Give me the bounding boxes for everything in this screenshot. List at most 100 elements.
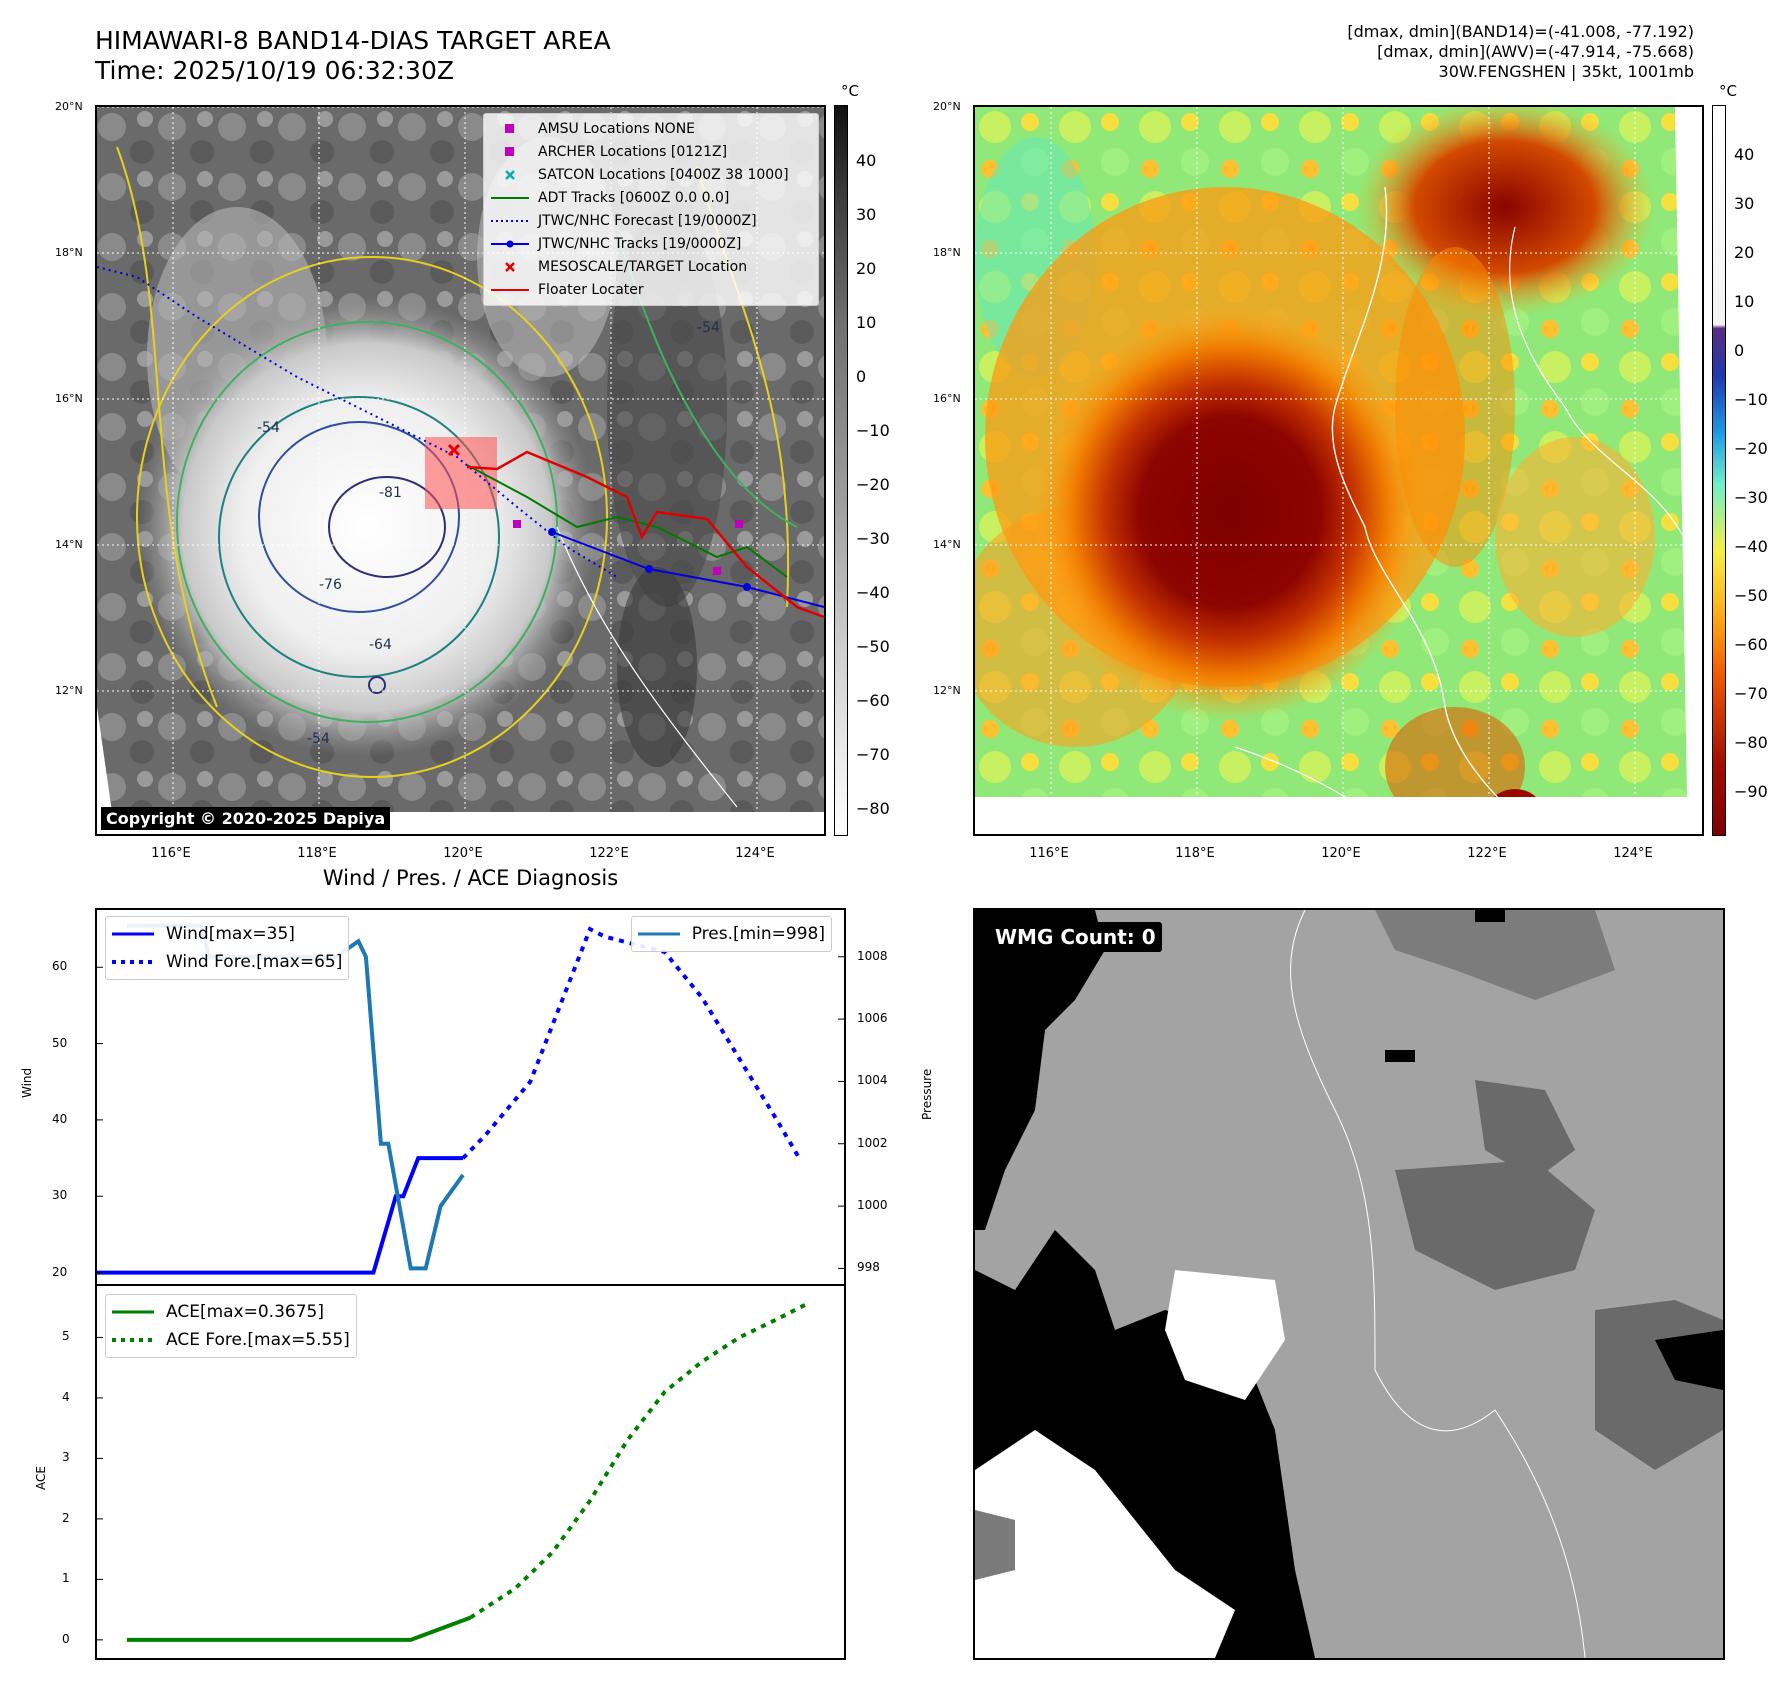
colorbar-tick: 40 (1734, 145, 1755, 164)
contour-label-64: -64 (369, 637, 392, 653)
legend-satcon: SATCON Locations [0400Z 38 1000] (490, 164, 812, 187)
solid-line-icon (637, 932, 680, 936)
legend-wind-forecast: Wind Fore.[max=65] (112, 948, 342, 976)
pressure-tick: 1006 (857, 1011, 888, 1026)
info-line-1: [dmax, dmin](BAND14)=(-41.008, -77.192) (1347, 22, 1694, 41)
ace-tick: 5 (62, 1329, 70, 1344)
colorbar-tick: −90 (1734, 782, 1768, 801)
colorbar-tick: −10 (1734, 390, 1768, 409)
lon-label: 116°E (151, 846, 191, 861)
track-legend: AMSU Locations NONE ARCHER Locations [01… (483, 113, 819, 307)
wmg-map-image (975, 910, 1723, 1658)
lat-label: 16°N (933, 392, 961, 405)
colorbar-tick: −50 (856, 637, 890, 656)
ir-satellite-map: -81 -76 -64 -54 -54 -54 AMSU Locations N… (95, 105, 826, 836)
legend-floater: Floater Locater (490, 278, 812, 301)
ace-tick: 0 (62, 1631, 70, 1646)
legend-jtwc-tracks: JTWC/NHC Tracks [19/0000Z] (490, 232, 812, 255)
solid-line-icon (112, 1310, 154, 1314)
legend-wind: Wind[max=35] (112, 920, 342, 948)
legend-jtwc-forecast: JTWC/NHC Forecast [19/0000Z] (490, 210, 812, 233)
legend-pressure: Pres.[min=998] (637, 920, 825, 948)
lon-label: 122°E (1467, 846, 1507, 861)
lat-label: 18°N (55, 246, 83, 259)
pressure-tick: 1004 (857, 1073, 888, 1088)
colorbar-tick: −20 (1734, 439, 1768, 458)
lat-label: 20°N (933, 100, 961, 113)
ace-tick: 2 (62, 1510, 70, 1525)
series-line-1 (469, 1302, 808, 1620)
dotted-line-icon (112, 960, 154, 964)
lon-label: 122°E (589, 846, 629, 861)
ace-chart: ACE[max=0.3675] ACE Fore.[max=5.55] (95, 1284, 846, 1660)
wind-tick: 60 (52, 959, 68, 974)
lat-label: 12°N (933, 684, 961, 697)
pressure-tick: 1002 (857, 1135, 888, 1150)
wind-tick: 30 (52, 1188, 68, 1203)
wmg-count-badge: WMG Count: 0 (989, 922, 1162, 952)
colorbar-tick: −70 (856, 745, 890, 764)
colorbar-tick: −60 (1734, 635, 1768, 654)
dotted-line-icon (490, 218, 530, 224)
info-line-2: [dmax, dmin](AWV)=(-47.914, -75.668) (1377, 42, 1694, 61)
lat-label: 16°N (55, 392, 83, 405)
series-line-0 (126, 1615, 472, 1642)
intensity-info: [dmax, dmin](BAND14)=(-41.008, -77.192) … (1347, 22, 1694, 82)
x-marker-icon (490, 261, 530, 273)
title-line-2: Time: 2025/10/19 06:32:30Z (95, 56, 454, 85)
colorbar-tick: −30 (856, 529, 890, 548)
colorbar-tick: 10 (856, 313, 877, 332)
colorbar-tick: −10 (856, 421, 890, 440)
wmg-panel: WMG Count: 0 (973, 908, 1725, 1660)
pressure-tick: 1000 (857, 1198, 888, 1213)
ace-plot (97, 1302, 808, 1642)
colorbar1-unit: °C (841, 82, 859, 100)
colorbar-tick: 20 (856, 259, 877, 278)
colorbar-tick: 20 (1734, 243, 1755, 262)
lon-label: 118°E (297, 846, 337, 861)
colorbar-tick: 0 (856, 367, 867, 386)
wind-pressure-chart: Wind[max=35] Wind Fore.[max=65] Pres.[mi… (95, 908, 846, 1286)
contour-label-54a: -54 (257, 420, 280, 436)
title-line-1: HIMAWARI-8 BAND14-DIAS TARGET AREA (95, 26, 611, 55)
contour-label-81: -81 (379, 485, 402, 501)
colorbar-awv (1712, 105, 1726, 836)
wind-tick: 40 (52, 1111, 68, 1126)
colorbar-tick: 40 (856, 151, 877, 170)
lon-label: 120°E (443, 846, 483, 861)
legend-mesoscale: MESOSCALE/TARGET Location (490, 255, 812, 278)
legend-adt: ADT Tracks [0600Z 0.0 0.0] (490, 187, 812, 210)
pressure-tick: 1008 (857, 948, 888, 963)
colorbar-tick: −70 (1734, 684, 1768, 703)
legend-ace: ACE[max=0.3675] (112, 1298, 350, 1326)
solid-line-icon (490, 195, 530, 201)
info-line-3: 30W.FENGSHEN | 35kt, 1001mb (1438, 62, 1694, 81)
copyright-label: Copyright © 2020-2025 Dapiya (101, 807, 391, 830)
colorbar-tick: 30 (1734, 194, 1755, 213)
lat-label: 18°N (933, 246, 961, 259)
contour-label-54b: -54 (307, 731, 330, 747)
square-marker-icon (490, 147, 530, 157)
lon-label: 118°E (1175, 846, 1215, 861)
figure-title: HIMAWARI-8 BAND14-DIAS TARGET AREA Time:… (95, 26, 611, 86)
solid-line-icon (112, 932, 154, 936)
colorbar-tick: 0 (1734, 341, 1745, 360)
awv-map-image (975, 107, 1702, 834)
colorbar-tick: −50 (1734, 586, 1768, 605)
legend-amsu: AMSU Locations NONE (490, 118, 812, 141)
legend-ace-forecast: ACE Fore.[max=5.55] (112, 1326, 350, 1354)
lat-label: 14°N (55, 538, 83, 551)
colorbar-tick: −40 (1734, 537, 1768, 556)
colorbar-tick: −60 (856, 691, 890, 710)
pressure-legend: Pres.[min=998] (630, 916, 832, 952)
lon-label: 116°E (1029, 846, 1069, 861)
wind-tick: 20 (52, 1264, 68, 1279)
lat-label: 12°N (55, 684, 83, 697)
ace-tick: 4 (62, 1389, 70, 1404)
colorbar-tick: −20 (856, 475, 890, 494)
ace-axis-label: ACE (34, 1466, 48, 1490)
square-marker-icon (490, 124, 530, 134)
colorbar2-unit: °C (1719, 82, 1737, 100)
ace-legend: ACE[max=0.3675] ACE Fore.[max=5.55] (105, 1294, 357, 1358)
colorbar-tick: −30 (1734, 488, 1768, 507)
